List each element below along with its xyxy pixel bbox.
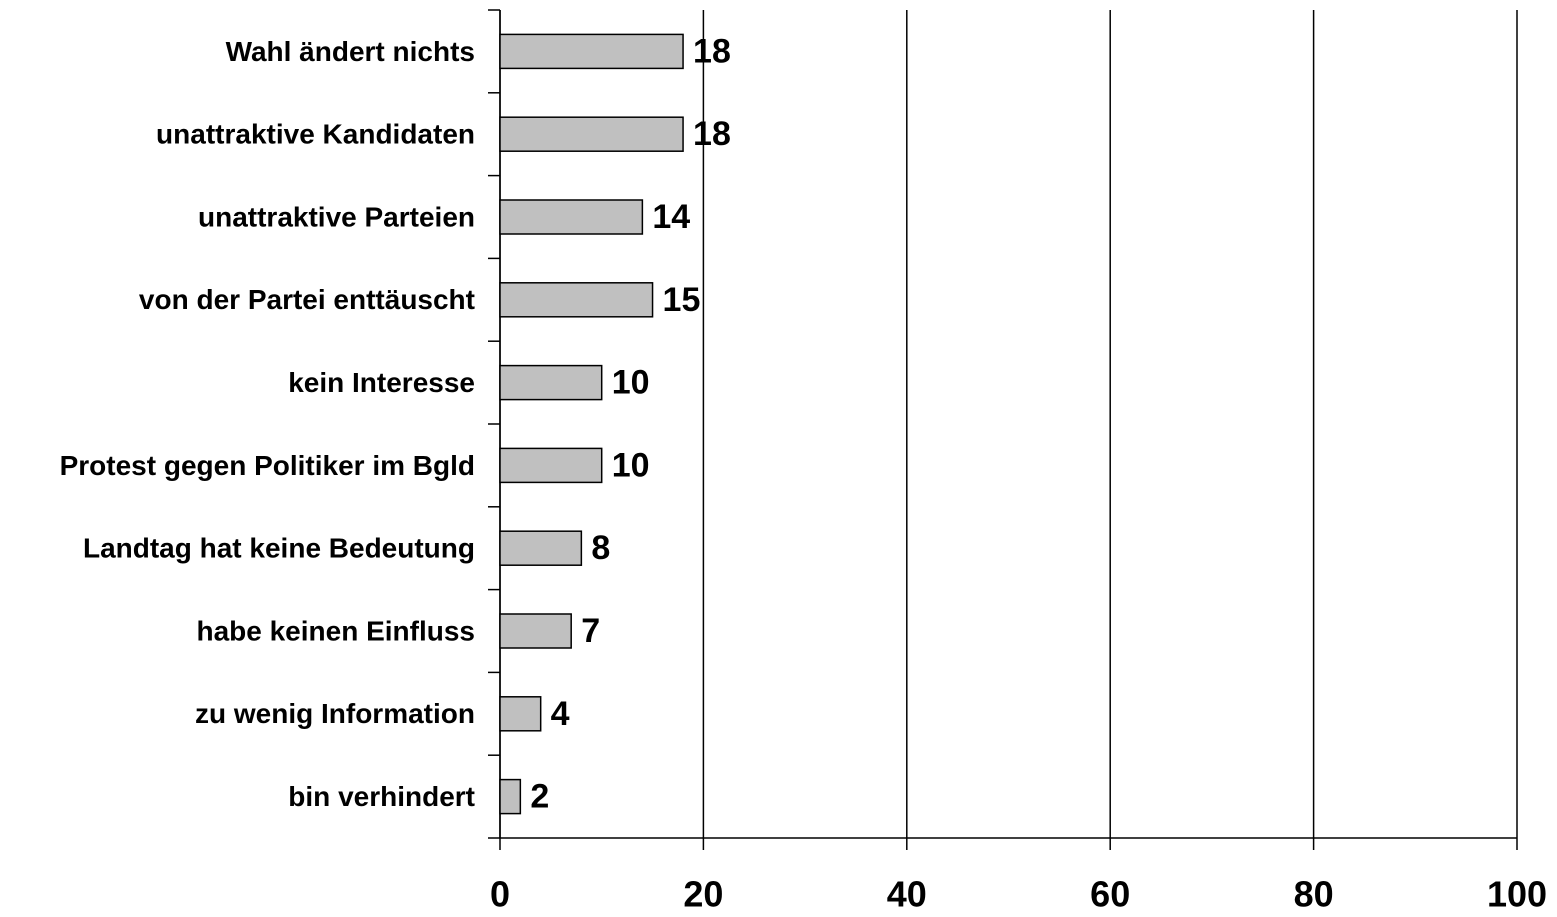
y-tick-label: kein Interesse bbox=[288, 367, 475, 398]
y-tick-label: von der Partei enttäuscht bbox=[139, 284, 475, 315]
data-label: 8 bbox=[591, 529, 610, 567]
y-tick-label: Landtag hat keine Bedeutung bbox=[83, 533, 475, 564]
y-tick-label: unattraktive Parteien bbox=[198, 201, 475, 232]
bar bbox=[499, 282, 654, 318]
data-label: 7 bbox=[581, 612, 600, 650]
data-label: 10 bbox=[612, 446, 650, 484]
data-label: 15 bbox=[663, 281, 701, 319]
bar bbox=[499, 696, 542, 732]
bar bbox=[499, 116, 684, 152]
data-label: 10 bbox=[612, 364, 650, 402]
bar bbox=[499, 199, 644, 235]
y-tick-label: unattraktive Kandidaten bbox=[156, 119, 475, 150]
y-tick-label: Wahl ändert nichts bbox=[226, 36, 475, 67]
data-label: 14 bbox=[652, 198, 690, 236]
bar bbox=[499, 778, 522, 815]
x-tick-label: 60 bbox=[1090, 874, 1130, 915]
data-label: 2 bbox=[530, 778, 549, 816]
x-tick-label: 100 bbox=[1487, 874, 1547, 915]
y-tick-label: habe keinen Einfluss bbox=[196, 615, 475, 646]
bar bbox=[499, 364, 603, 401]
y-tick-label: Protest gegen Politiker im Bgld bbox=[60, 450, 475, 481]
x-tick-label: 0 bbox=[490, 874, 510, 915]
bar bbox=[499, 530, 583, 566]
bar bbox=[499, 613, 572, 649]
data-label: 18 bbox=[693, 115, 731, 153]
y-tick-label: bin verhindert bbox=[288, 781, 475, 812]
bar bbox=[499, 33, 684, 70]
y-tick-label: zu wenig Information bbox=[195, 698, 475, 729]
x-tick-label: 20 bbox=[683, 874, 723, 915]
data-label: 4 bbox=[551, 695, 570, 733]
data-label: 18 bbox=[693, 32, 731, 70]
bar bbox=[499, 447, 603, 484]
x-tick-label: 40 bbox=[887, 874, 927, 915]
x-tick-label: 80 bbox=[1294, 874, 1334, 915]
